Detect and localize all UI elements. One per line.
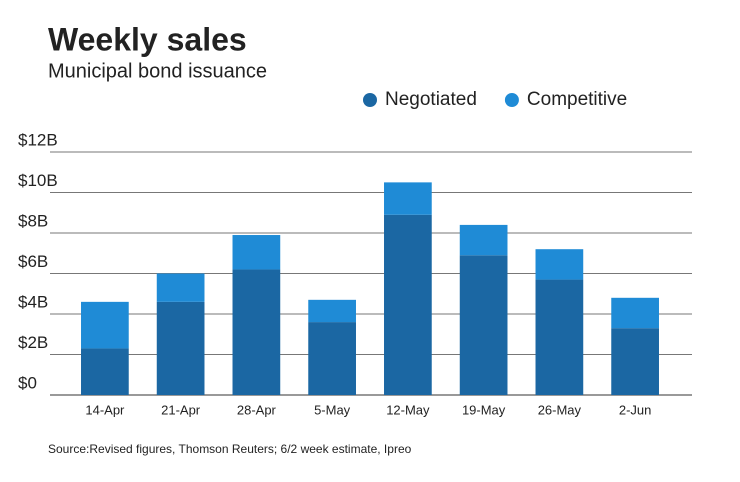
x-tick-label: 21-Apr — [161, 402, 201, 417]
bar-segment — [232, 235, 281, 270]
x-tick-label: 12-May — [386, 402, 430, 417]
y-tick-label: $6B — [18, 252, 48, 271]
bar-segment — [535, 249, 584, 280]
x-tick-label: 2-Jun — [619, 402, 652, 417]
legend-label: Negotiated — [385, 89, 477, 110]
x-tick-label: 26-May — [538, 402, 582, 417]
bar-segment — [156, 301, 205, 395]
y-tick-label: $2B — [18, 333, 48, 352]
x-tick-label: 14-Apr — [85, 402, 125, 417]
legend-label: Competitive — [527, 89, 627, 110]
y-tick-label: $0 — [18, 373, 37, 392]
bar-segment — [308, 322, 356, 395]
bar-segment — [308, 299, 356, 323]
y-tick-label: $12B — [18, 130, 58, 149]
bar-segment — [611, 297, 659, 329]
bar-segment — [232, 269, 281, 395]
y-tick-label: $4B — [18, 292, 48, 311]
y-tick-label: $10B — [18, 171, 58, 190]
bar-segment — [384, 214, 432, 395]
chart-title: Weekly sales — [48, 21, 247, 57]
bar-segment — [459, 255, 508, 395]
bar-segment — [81, 301, 129, 349]
source-note: Source:Revised figures, Thomson Reuters;… — [48, 442, 412, 456]
x-tick-label: 19-May — [462, 402, 506, 417]
bar-segment — [459, 224, 508, 256]
bar-segment — [81, 348, 129, 395]
bar-segment — [384, 182, 432, 215]
bar-segment — [535, 279, 584, 395]
legend-swatch — [363, 93, 377, 107]
legend-swatch — [504, 93, 519, 107]
x-tick-label: 28-Apr — [237, 402, 277, 417]
y-tick-label: $8B — [18, 211, 48, 230]
bar-segment — [611, 328, 659, 395]
chart-subtitle: Municipal bond issuance — [48, 60, 267, 82]
x-tick-label: 5-May — [314, 402, 351, 417]
bar-segment — [156, 273, 205, 302]
